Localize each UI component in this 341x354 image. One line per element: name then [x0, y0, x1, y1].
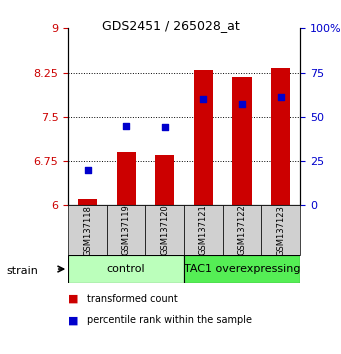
Text: TAC1 overexpressing: TAC1 overexpressing	[184, 264, 300, 274]
FancyBboxPatch shape	[184, 205, 223, 255]
Text: ■: ■	[68, 315, 79, 325]
Point	[278, 95, 283, 100]
Text: GSM137121: GSM137121	[199, 205, 208, 256]
Bar	[233, 77, 252, 205]
Point	[123, 123, 129, 129]
Point	[162, 125, 167, 130]
Text: GSM137123: GSM137123	[276, 205, 285, 256]
FancyBboxPatch shape	[68, 255, 184, 283]
Bar	[155, 155, 175, 205]
Bar	[194, 70, 213, 205]
Point	[239, 102, 245, 107]
FancyBboxPatch shape	[184, 255, 300, 283]
FancyBboxPatch shape	[223, 205, 262, 255]
Text: control: control	[107, 264, 146, 274]
Text: GSM137122: GSM137122	[238, 205, 247, 256]
Text: ■: ■	[68, 294, 79, 304]
Text: GSM137120: GSM137120	[160, 205, 169, 256]
Point	[201, 96, 206, 102]
Text: GSM137118: GSM137118	[83, 205, 92, 256]
FancyBboxPatch shape	[107, 205, 146, 255]
Point	[85, 167, 90, 173]
Bar	[78, 199, 97, 205]
FancyBboxPatch shape	[262, 205, 300, 255]
Bar	[271, 68, 291, 205]
Text: GDS2451 / 265028_at: GDS2451 / 265028_at	[102, 19, 239, 33]
Text: transformed count: transformed count	[87, 294, 178, 304]
Text: strain: strain	[7, 266, 39, 276]
FancyBboxPatch shape	[68, 205, 107, 255]
Bar	[117, 152, 136, 205]
Text: percentile rank within the sample: percentile rank within the sample	[87, 315, 252, 325]
Text: GSM137119: GSM137119	[122, 205, 131, 256]
FancyBboxPatch shape	[146, 205, 184, 255]
